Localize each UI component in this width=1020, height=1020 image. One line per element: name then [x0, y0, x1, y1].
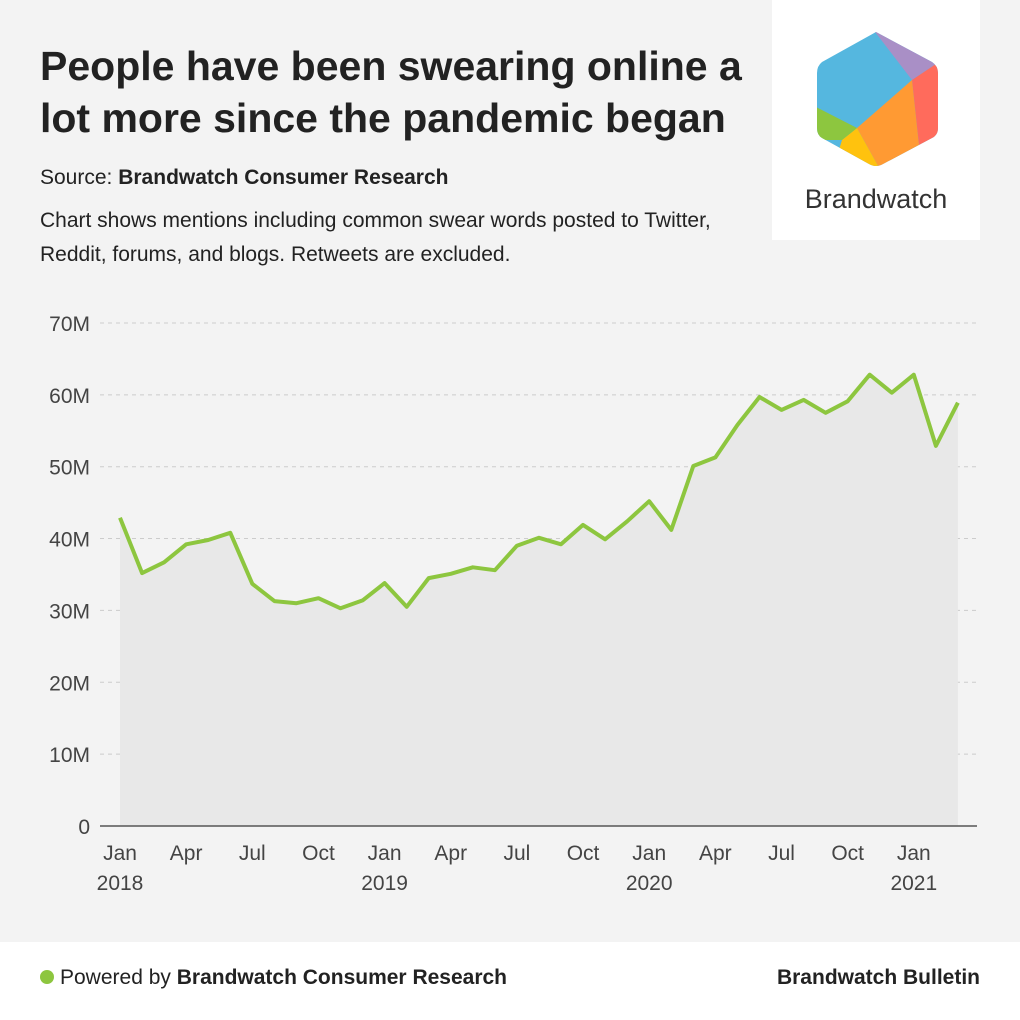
x-tick-label: Oct: [302, 842, 335, 865]
y-tick-label: 20M: [49, 672, 90, 695]
y-tick-label: 70M: [49, 313, 90, 336]
footer-brand: Brandwatch Bulletin: [776, 966, 980, 989]
x-tick-label: Jan: [897, 842, 931, 865]
x-tick-label: Apr: [699, 842, 732, 865]
x-tick-year: 2019: [361, 872, 408, 895]
x-tick-label: Oct: [831, 842, 864, 865]
x-tick-year: 2021: [890, 872, 937, 895]
x-tick-label: Jul: [768, 842, 795, 865]
x-tick-year: 2018: [97, 872, 144, 895]
x-tick-label: Jul: [503, 842, 530, 865]
y-tick-label: 0: [78, 816, 90, 839]
x-tick-label: Jan: [632, 842, 666, 865]
source-line: Source: Brandwatch Consumer Research: [40, 166, 449, 190]
y-tick-label: 50M: [49, 457, 90, 480]
green-dot-icon: [40, 970, 54, 984]
y-tick-label: 30M: [49, 600, 90, 623]
x-tick-label: Apr: [434, 842, 467, 865]
brandwatch-logo: Brandwatch: [772, 0, 980, 240]
y-tick-label: 40M: [49, 529, 90, 552]
source-name: Brandwatch Consumer Research: [118, 166, 449, 189]
x-tick-label: Jan: [368, 842, 402, 865]
powered-by: Powered by Brandwatch Consumer Research: [40, 966, 507, 990]
source-label: Source:: [40, 166, 119, 189]
logo-text: Brandwatch: [804, 184, 948, 214]
footer: Powered by Brandwatch Consumer Research …: [0, 942, 1020, 1020]
x-tick-label: Jul: [239, 842, 266, 865]
area-fill: [120, 374, 958, 826]
powered-name: Brandwatch Consumer Research: [176, 966, 508, 989]
hexagon-logo-icon: [817, 32, 938, 166]
y-tick-label: 60M: [49, 385, 90, 408]
x-tick-label: Jan: [103, 842, 137, 865]
chart-description: Chart shows mentions including common sw…: [40, 209, 711, 266]
page-title: People have been swearing online a lot m…: [40, 43, 742, 141]
powered-label: Powered by: [60, 966, 177, 989]
y-tick-label: 10M: [49, 744, 90, 767]
line-chart: 0 10M 20M 30M 40M 50M 60M 70M Jan 2018 Apr Jul Oct J…: [49, 313, 977, 895]
x-tick-label: Oct: [567, 842, 600, 865]
x-tick-label: Apr: [170, 842, 203, 865]
x-tick-year: 2020: [626, 872, 673, 895]
